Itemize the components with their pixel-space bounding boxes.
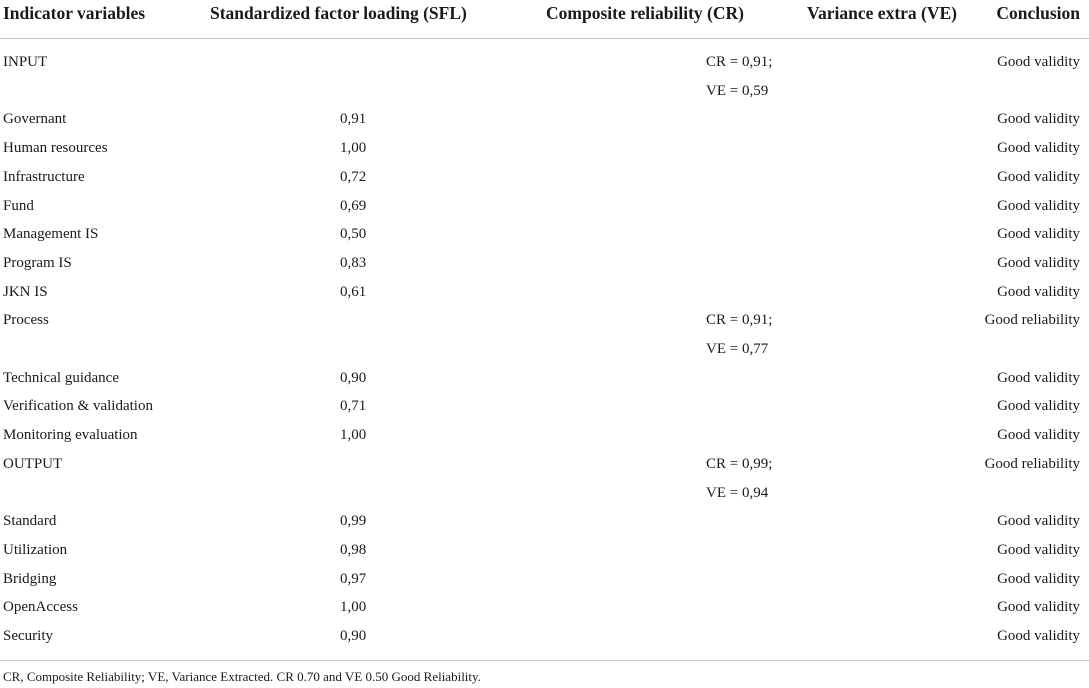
table-row: Verification & validation 0,71 Good validi… (0, 392, 1089, 421)
table-row: INPUT CR = 0,91; Good validity (0, 48, 1089, 77)
cell-indicator: Technical guidance (3, 369, 119, 386)
cell-conclusion: Good validity (997, 599, 1080, 616)
table-row: Standard 0,99 Good validity (0, 507, 1089, 536)
cell-sfl: 1,00 (340, 599, 367, 616)
cell-indicator: Utilization (3, 541, 68, 558)
cell-indicator: Security (3, 628, 53, 644)
cell-conclusion: Good validity (997, 570, 1080, 587)
cell-sfl: 0,97 (340, 570, 367, 587)
cell-sfl: 1,00 (340, 427, 367, 444)
cell-indicator: Governant (3, 111, 67, 128)
table-row: Governant 0,91 Good validity (0, 105, 1089, 134)
cell-cr-ve: VE = 0,77 (706, 341, 769, 357)
cell-indicator: Program IS (3, 254, 72, 271)
cell-indicator: Verification & validation (3, 398, 153, 415)
table-header: Indicator variables Standardized factor … (0, 0, 1089, 39)
table-row: Monitoring evaluation 1,00 Good validity (0, 421, 1089, 450)
cell-indicator: Process (3, 312, 49, 329)
cell-indicator: Bridging (3, 570, 57, 587)
cell-conclusion: Good reliability (984, 312, 1080, 329)
cell-sfl: 0,50 (340, 226, 367, 243)
cell-cr-ve: CR = 0,99; (706, 455, 773, 472)
cell-sfl: 0,69 (340, 197, 367, 214)
cell-indicator: Monitoring evaluation (3, 427, 138, 444)
cell-sfl: 0,90 (340, 628, 367, 644)
table-row: JKN IS 0,61 Good validity (0, 278, 1089, 307)
table-row: OUTPUT CR = 0,99; Good reliability (0, 450, 1089, 479)
cell-cr-ve: CR = 0,91; (706, 312, 773, 329)
cell-indicator: Human resources (3, 140, 108, 157)
header-conclusion: Conclusion (996, 3, 1080, 23)
header-composite-reliability: Composite reliability (CR) (546, 3, 744, 23)
cell-sfl: 0,90 (340, 369, 367, 386)
table-row: Bridging 0,97 Good validity (0, 565, 1089, 594)
cell-conclusion: Good validity (997, 197, 1080, 214)
cell-conclusion: Good validity (997, 628, 1080, 644)
cell-conclusion: Good validity (997, 226, 1080, 243)
cell-indicator: OpenAccess (3, 599, 78, 616)
cell-indicator: INPUT (3, 54, 48, 70)
header-indicator-variables: Indicator variables (3, 3, 146, 23)
header-variance-extra: Variance extra (VE) (807, 3, 958, 23)
cell-indicator: Infrastructure (3, 168, 85, 185)
table-row: OpenAccess 1,00 Good validity (0, 593, 1089, 622)
table-row: Human resources 1,00 Good validity (0, 134, 1089, 163)
table-row: Program IS 0,83 Good validity (0, 249, 1089, 278)
header-sfl: Standardized factor loading (SFL) (210, 3, 467, 23)
table-bottom-rule (0, 660, 1089, 661)
table-row: Management IS 0,50 Good validity (0, 220, 1089, 249)
cell-conclusion: Good validity (997, 427, 1080, 444)
table-row: Process CR = 0,91; Good reliability (0, 306, 1089, 335)
cell-sfl: 0,91 (340, 111, 367, 128)
cell-conclusion: Good validity (997, 369, 1080, 386)
cell-indicator: Standard (3, 513, 57, 530)
table-row: Fund 0,69 Good validity (0, 192, 1089, 221)
cell-sfl: 0,71 (340, 398, 367, 415)
cell-indicator: Fund (3, 197, 34, 214)
cell-sfl: 0,98 (340, 541, 367, 558)
cell-conclusion: Good validity (997, 513, 1080, 530)
cell-indicator: Management IS (3, 226, 99, 243)
table-footnote: CR, Composite Reliability; VE, Variance … (3, 669, 481, 684)
cell-conclusion: Good validity (997, 111, 1080, 128)
cell-conclusion: Good validity (997, 541, 1080, 558)
table-row: Technical guidance 0,90 Good validity (0, 364, 1089, 393)
cell-conclusion: Good validity (997, 254, 1080, 271)
cell-sfl: 0,72 (340, 168, 367, 185)
cell-conclusion: Good validity (997, 283, 1080, 300)
cell-conclusion: Good validity (997, 168, 1080, 185)
cell-sfl: 1,00 (340, 140, 367, 157)
table-row: VE = 0,77 (0, 335, 1089, 364)
table-row: Utilization 0,98 Good validity (0, 536, 1089, 565)
cell-conclusion: Good validity (997, 54, 1080, 70)
cell-conclusion: Good validity (997, 398, 1080, 415)
cell-sfl: 0,83 (340, 254, 367, 271)
table-row: Security 0,90 Good validity (0, 622, 1089, 651)
cell-cr-ve: CR = 0,91; (706, 54, 773, 70)
cell-cr-ve: VE = 0,59 (706, 82, 769, 99)
cell-sfl: 0,99 (340, 513, 367, 530)
cell-conclusion: Good reliability (984, 455, 1080, 472)
table-row: VE = 0,94 (0, 479, 1089, 508)
cell-cr-ve: VE = 0,94 (706, 484, 769, 501)
cell-indicator: OUTPUT (3, 455, 63, 472)
cell-conclusion: Good validity (997, 140, 1080, 157)
cell-sfl: 0,61 (340, 283, 367, 300)
cell-indicator: JKN IS (3, 283, 48, 300)
table-row: Infrastructure 0,72 Good validity (0, 163, 1089, 192)
table-row: VE = 0,59 (0, 77, 1089, 106)
